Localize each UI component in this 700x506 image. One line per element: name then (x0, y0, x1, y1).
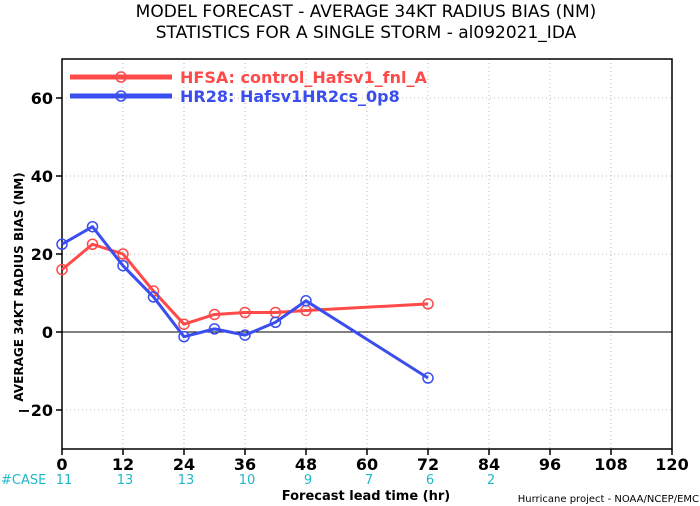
series-point-1 (422, 372, 434, 384)
x-tick-label: 120 (655, 455, 688, 474)
case-count: 9 (304, 473, 312, 488)
series-point-0 (239, 306, 251, 319)
x-tick-label: 108 (594, 455, 627, 474)
y-tick-label: 20 (31, 245, 53, 264)
chart-title-line2: STATISTICS FOR A SINGLE STORM - al092021… (156, 23, 577, 43)
y-tick-label: 0 (42, 323, 53, 342)
x-tick-label: 60 (356, 455, 378, 474)
series-point-0 (56, 263, 68, 276)
series-point-0 (117, 248, 129, 260)
series-point-0 (422, 298, 434, 310)
x-tick-label: 72 (417, 455, 439, 474)
series-point-1 (269, 316, 282, 328)
chart-title-line1: MODEL FORECAST - AVERAGE 34KT RADIUS BIA… (136, 2, 597, 22)
x-axis-label: Forecast lead time (hr) (282, 489, 450, 504)
case-count: 11 (56, 473, 73, 488)
x-tick-label: 24 (173, 455, 195, 474)
y-tick-label: −20 (17, 401, 53, 420)
series-point-1 (178, 330, 190, 343)
series-point-1 (208, 323, 221, 335)
series-point-1 (56, 238, 68, 250)
series-point-0 (178, 318, 190, 330)
x-tick-label: 96 (539, 455, 561, 474)
case-count: 7 (365, 473, 373, 488)
case-count: 13 (117, 473, 134, 488)
series-point-1 (147, 291, 160, 303)
series-layer (56, 220, 434, 384)
y-tick-label: 40 (31, 167, 53, 186)
case-count: 10 (239, 473, 256, 488)
x-tick-label: 84 (478, 455, 500, 474)
case-counts: 11 13 13 10 9 7 6 2 (56, 473, 495, 488)
series-point-0 (86, 238, 99, 250)
y-tick-label: 60 (31, 89, 53, 108)
legend-label-0: HFSA: control_Hafsv1_fnl_A (180, 68, 427, 87)
x-tick-label: 48 (295, 455, 317, 474)
x-tick-label: 36 (234, 455, 256, 474)
case-count: 13 (178, 473, 195, 488)
series-point-1 (239, 329, 251, 341)
y-axis-label: AVERAGE 34KT RADIUS BIAS (NM) (12, 172, 26, 401)
x-tick-labels: 0 12 24 36 48 60 72 84 96 108 120 (56, 449, 689, 474)
y-tick-labels: −20 0 20 40 60 (17, 89, 62, 420)
series-point-1 (117, 259, 129, 272)
x-tick-label: 12 (112, 455, 134, 474)
legend-label-1: HR28: Hafsv1HR2cs_0p8 (180, 87, 400, 106)
case-label: #CASE (1, 473, 46, 488)
credit-text: Hurricane project - NOAA/NCEP/EMC (518, 494, 699, 505)
legend-marker-0 (115, 71, 127, 83)
series-line-1 (61, 225, 429, 380)
series-point-1 (300, 295, 312, 307)
series-point-0 (208, 308, 221, 321)
series-point-1 (86, 220, 99, 233)
x-tick-label: 0 (56, 455, 67, 474)
grid (62, 59, 672, 449)
case-count: 6 (426, 473, 434, 488)
case-count: 2 (487, 473, 495, 488)
legend-marker-1 (115, 90, 127, 102)
